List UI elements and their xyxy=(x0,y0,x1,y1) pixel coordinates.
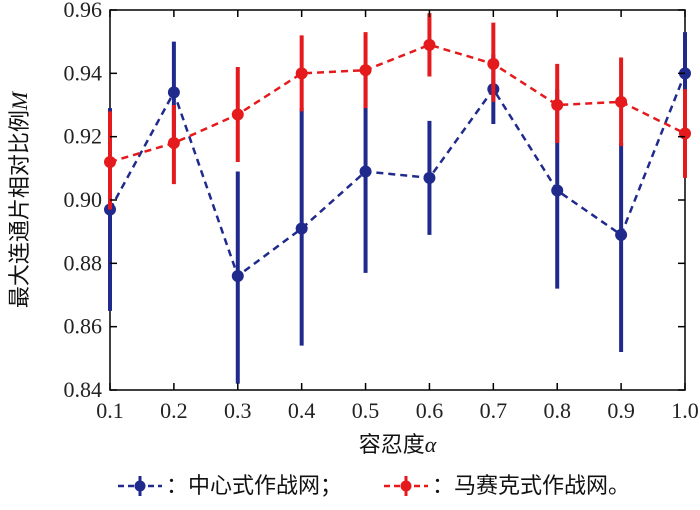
series-central xyxy=(104,32,691,384)
plot-frame xyxy=(109,9,686,391)
x-axis-title: 容忍度α xyxy=(359,432,437,458)
x-tick-label: 0.9 xyxy=(607,398,635,423)
x-tick-label: 0.4 xyxy=(288,398,316,423)
legend-item-central: ：中心式作战网； xyxy=(118,474,342,499)
chart-marks xyxy=(104,13,691,384)
y-axis-ticks: 0.84 0.86 0.88 0.90 0.92 0.94 0.96 xyxy=(64,0,685,402)
legend-item-mosaic: ：马赛克式作战网。 xyxy=(384,474,630,499)
data-point-central xyxy=(615,228,628,241)
data-point-mosaic xyxy=(359,64,372,77)
legend: ：中心式作战网； ：马赛克式作战网。 xyxy=(118,474,630,499)
legend-marker-central xyxy=(134,480,146,492)
y-axis-title: 最大连通片相对比例M xyxy=(7,90,33,308)
data-point-central xyxy=(359,165,372,178)
x-axis-title-symbol: α xyxy=(425,432,437,457)
data-point-central xyxy=(551,184,564,197)
data-point-central xyxy=(295,222,308,235)
series-line-central xyxy=(108,72,687,279)
x-tick-label: 0.3 xyxy=(224,398,252,423)
x-axis-title-text: 容忍度 xyxy=(359,433,425,458)
x-tick-label: 0.8 xyxy=(543,398,571,423)
y-tick-label: 0.96 xyxy=(64,0,103,22)
series-line-mosaic xyxy=(109,43,686,164)
y-tick-label: 0.88 xyxy=(64,250,103,275)
x-axis-ticks: 0.1 0.2 0.3 0.4 0.5 0.6 0.7 0.8 0.9 1.0 xyxy=(96,10,699,423)
y-tick-label: 0.90 xyxy=(64,187,103,212)
data-point-mosaic xyxy=(231,108,244,121)
data-point-central xyxy=(167,86,180,99)
legend-label-mosaic: ：马赛克式作战网。 xyxy=(432,474,630,499)
data-point-mosaic xyxy=(167,137,180,149)
x-tick-label: 0.5 xyxy=(352,398,380,423)
y-axis-title-text: 最大连通片相对比例 xyxy=(8,110,33,308)
legend-marker-mosaic xyxy=(400,480,412,492)
y-tick-label: 0.94 xyxy=(64,60,103,85)
data-point-mosaic xyxy=(679,127,691,140)
data-point-central xyxy=(423,171,436,184)
y-tick-label: 0.86 xyxy=(64,314,103,339)
x-tick-label: 0.2 xyxy=(160,398,188,423)
data-point-central xyxy=(231,270,244,282)
data-point-mosaic xyxy=(615,95,628,108)
y-tick-label: 0.84 xyxy=(64,377,103,402)
x-tick-label: 1.0 xyxy=(671,398,699,423)
data-point-mosaic xyxy=(423,38,436,51)
y-tick-label: 0.92 xyxy=(64,124,103,149)
data-point-mosaic xyxy=(104,156,116,168)
x-tick-label: 0.7 xyxy=(480,398,508,423)
legend-label-central: ：中心式作战网； xyxy=(166,474,342,499)
y-axis-title-symbol: M xyxy=(7,90,32,111)
x-tick-label: 0.6 xyxy=(416,398,444,423)
data-point-mosaic xyxy=(487,57,500,70)
series-mosaic xyxy=(104,13,691,210)
data-point-mosaic xyxy=(295,67,308,80)
data-point-mosaic xyxy=(551,99,564,111)
x-tick-label: 0.1 xyxy=(96,398,124,423)
plot-area xyxy=(109,9,686,391)
